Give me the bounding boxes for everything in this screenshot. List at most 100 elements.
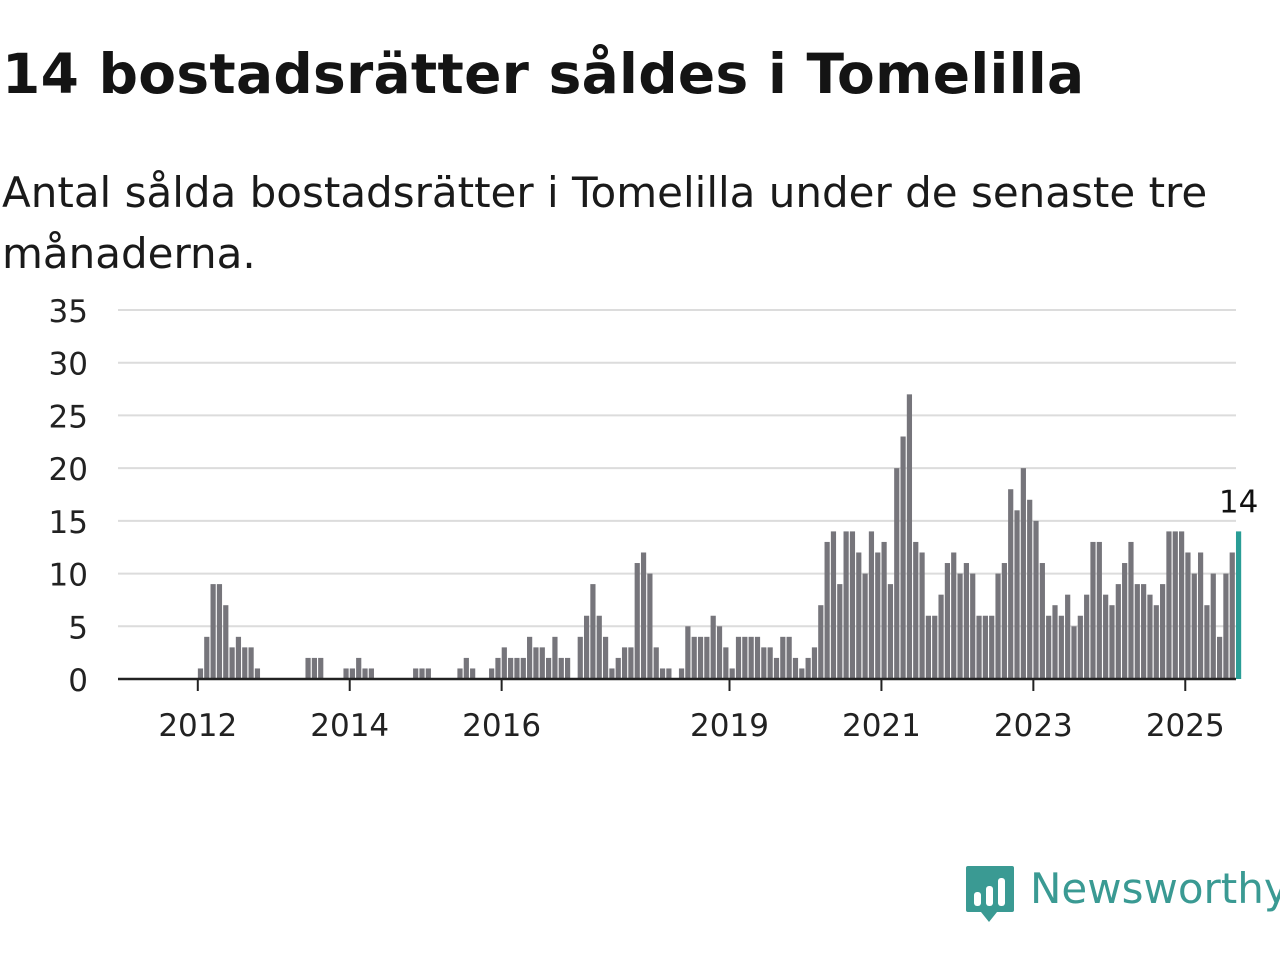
bar <box>356 657 362 679</box>
newsworthy-logo-icon <box>966 866 1014 922</box>
bar <box>368 668 374 679</box>
bar <box>1179 531 1185 679</box>
bar <box>457 668 463 679</box>
bar <box>311 657 317 679</box>
bar <box>1141 584 1147 679</box>
bar <box>1210 573 1216 679</box>
bar <box>1103 594 1109 679</box>
bar <box>735 636 742 679</box>
bar <box>1014 510 1020 679</box>
x-tick-label: 2021 <box>842 708 921 744</box>
bar <box>621 647 628 679</box>
bar <box>913 541 919 679</box>
bar <box>197 668 204 679</box>
bar <box>514 657 520 679</box>
y-axis-labels: 0 5 10 15 20 25 30 35 <box>49 294 88 699</box>
bar <box>963 563 969 679</box>
bar <box>343 668 349 679</box>
bar <box>716 626 723 679</box>
bar <box>1065 594 1071 679</box>
bar <box>792 657 799 679</box>
bar <box>678 668 685 679</box>
bar <box>906 394 913 679</box>
bar <box>558 657 564 679</box>
bar <box>799 668 805 679</box>
bar <box>818 605 824 679</box>
bar <box>1115 584 1121 679</box>
bar <box>1039 563 1045 679</box>
bar <box>704 636 710 679</box>
bar <box>235 636 242 679</box>
bar <box>362 668 368 679</box>
bar <box>1153 605 1159 679</box>
x-tick-label: 2025 <box>1146 708 1225 744</box>
bar <box>697 636 704 679</box>
bar <box>1198 552 1204 679</box>
bar <box>1122 563 1128 679</box>
bar <box>1191 573 1197 679</box>
bar <box>419 668 425 679</box>
bar <box>830 531 837 679</box>
bar <box>1160 584 1166 679</box>
bar <box>837 584 843 679</box>
bar <box>577 636 583 679</box>
bar <box>957 573 963 679</box>
bar <box>995 573 1001 679</box>
bar <box>470 668 476 679</box>
bar <box>1229 552 1235 679</box>
bar <box>653 647 659 679</box>
bar <box>894 468 900 679</box>
y-tick-label: 30 <box>49 347 88 383</box>
bar <box>1223 573 1229 679</box>
bar <box>539 647 545 679</box>
bar <box>1096 541 1102 679</box>
bar <box>318 657 324 679</box>
highlight-bar <box>1235 531 1242 679</box>
bar <box>552 636 558 679</box>
bar <box>210 584 216 679</box>
bar <box>628 647 634 679</box>
bar <box>602 636 609 679</box>
bar <box>223 605 229 679</box>
bar <box>1134 584 1140 679</box>
chart-subtitle: Antal sålda bostadsrätter i Tomelilla un… <box>2 168 1208 278</box>
bar <box>932 615 938 679</box>
bar-series <box>197 394 1242 679</box>
bar <box>805 657 811 679</box>
bar <box>659 668 666 679</box>
bar <box>951 552 957 679</box>
bar <box>634 563 640 679</box>
bar <box>976 615 982 679</box>
bar <box>748 636 754 679</box>
y-tick-label: 20 <box>49 452 88 488</box>
bar <box>900 436 906 679</box>
bar <box>925 615 932 679</box>
x-tick-label: 2012 <box>158 708 237 744</box>
bar <box>216 584 223 679</box>
bar <box>640 552 647 679</box>
bar <box>1052 605 1058 679</box>
bar <box>425 668 431 679</box>
newsworthy-logo[interactable]: Newsworthy <box>964 864 1280 928</box>
bar <box>881 541 887 679</box>
bar <box>710 615 716 679</box>
bar <box>666 668 672 679</box>
x-tick-label: 2019 <box>690 708 769 744</box>
bar <box>1071 626 1077 679</box>
bar <box>520 657 526 679</box>
bar <box>989 615 995 679</box>
bar <box>1172 531 1178 679</box>
y-tick-label: 15 <box>49 505 88 541</box>
bar <box>583 615 590 679</box>
bar <box>1216 636 1223 679</box>
bar <box>590 584 596 679</box>
annotations: 14 <box>1219 484 1258 520</box>
bar <box>824 541 830 679</box>
bar <box>811 647 818 679</box>
bar <box>849 531 856 679</box>
bar <box>1128 541 1134 679</box>
bar <box>729 668 735 679</box>
bar <box>495 657 501 679</box>
bar <box>254 668 261 679</box>
